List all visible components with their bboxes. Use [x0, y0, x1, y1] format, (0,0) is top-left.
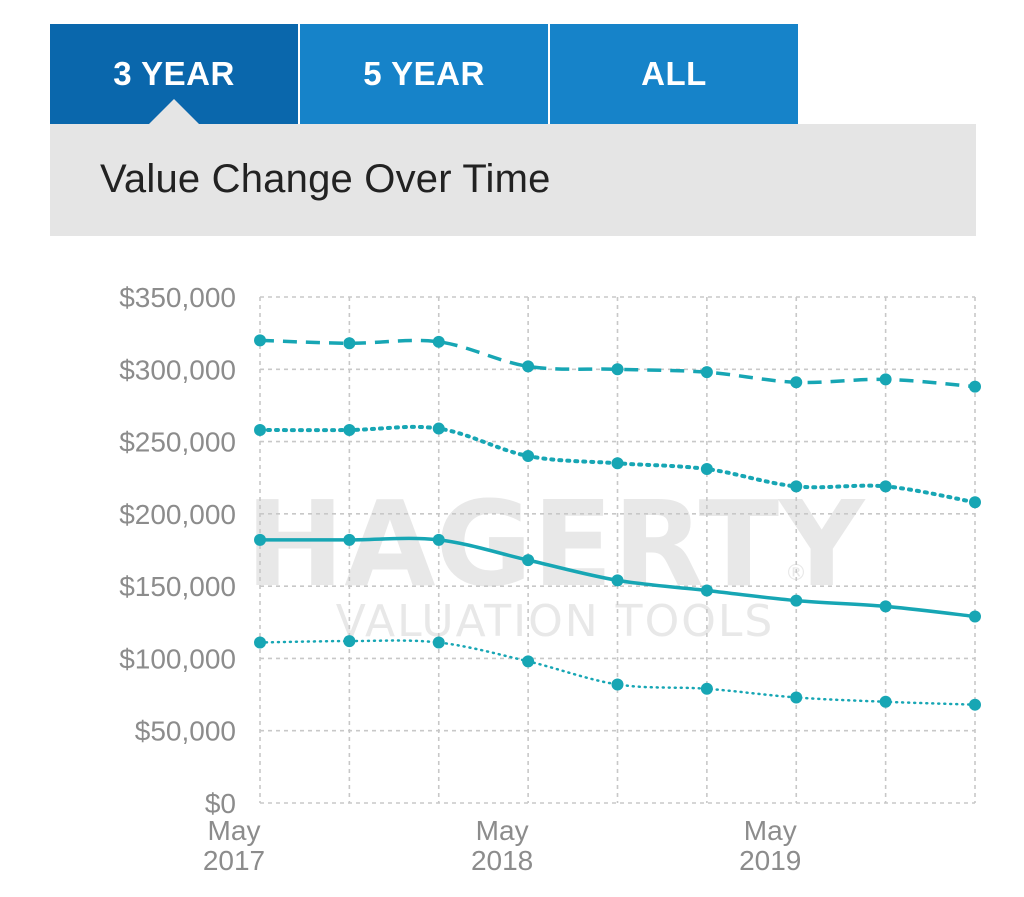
- data-point: [790, 376, 803, 389]
- series-line-1: [259, 338, 976, 389]
- data-point: [700, 682, 713, 695]
- tab-all[interactable]: ALL: [550, 24, 798, 124]
- data-point: [432, 422, 445, 435]
- data-point: [522, 554, 535, 567]
- data-point: [254, 636, 266, 649]
- chart-title: Value Change Over Time: [100, 157, 551, 201]
- data-point: [969, 380, 981, 393]
- data-point: [879, 600, 892, 613]
- data-point: [611, 457, 624, 470]
- data-point: [611, 363, 624, 376]
- tab-3-year[interactable]: 3 YEAR: [50, 24, 298, 124]
- y-tick-label: $150,000: [119, 571, 236, 602]
- data-point: [700, 463, 713, 476]
- data-point: [879, 373, 892, 386]
- y-axis: $0 $50,000 $100,000 $150,000 $200,000 $250,00…: [119, 282, 236, 819]
- y-tick-label: $200,000: [119, 499, 236, 530]
- data-point: [343, 533, 356, 546]
- chart-grid: [259, 296, 976, 804]
- data-point: [969, 698, 981, 711]
- data-point: [879, 695, 892, 708]
- series-layer: [254, 334, 981, 711]
- watermark-line2: VALUATION TOOLS: [336, 596, 775, 647]
- data-point: [700, 366, 713, 379]
- data-point: [790, 594, 803, 607]
- data-point: [343, 337, 356, 350]
- chart-title-bar: Value Change Over Time: [50, 124, 976, 236]
- data-point: [790, 691, 803, 704]
- data-point: [700, 584, 713, 597]
- data-point: [969, 496, 981, 509]
- data-point: [343, 635, 356, 648]
- data-point: [432, 335, 445, 348]
- watermark-line1: HAGERTY: [245, 475, 866, 613]
- data-point: [432, 636, 445, 649]
- data-point: [611, 678, 624, 691]
- data-point: [432, 533, 445, 546]
- data-point: [790, 480, 803, 493]
- data-point: [343, 424, 356, 437]
- y-tick-label: $350,000: [119, 282, 236, 313]
- period-tabs: 3 YEAR 5 YEAR ALL: [50, 24, 800, 124]
- x-tick-label-year: 2017: [203, 845, 265, 876]
- y-tick-label: $300,000: [119, 354, 236, 385]
- watermark-logo: HAGERTY ® VALUATION TOOLS: [245, 475, 866, 647]
- data-point: [254, 533, 266, 546]
- data-point: [254, 424, 266, 437]
- data-point: [522, 450, 535, 463]
- y-tick-label: $250,000: [119, 427, 236, 458]
- x-tick-label-year: 2019: [739, 845, 801, 876]
- tab-5-year[interactable]: 5 YEAR: [300, 24, 548, 124]
- x-tick-label-month: May: [476, 815, 529, 846]
- x-tick-label-year: 2018: [471, 845, 533, 876]
- y-tick-label: $0: [205, 788, 236, 819]
- data-point: [611, 574, 624, 587]
- x-tick-label-month: May: [208, 815, 261, 846]
- data-point: [969, 610, 981, 623]
- data-point: [879, 480, 892, 493]
- data-point: [254, 334, 266, 347]
- y-tick-label: $100,000: [119, 643, 236, 674]
- y-tick-label: $50,000: [135, 716, 236, 747]
- series-line-4: [258, 639, 977, 706]
- data-point: [522, 360, 535, 373]
- watermark-mark: ®: [785, 561, 809, 586]
- data-point: [522, 655, 535, 668]
- x-tick-label-month: May: [744, 815, 797, 846]
